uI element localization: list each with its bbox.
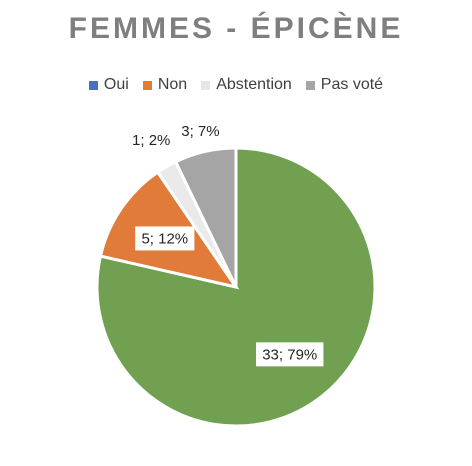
data-label-non: 5; 12% [135, 226, 195, 251]
data-label-text-non: 5; 12% [141, 230, 188, 247]
legend-swatch-pas-vote [305, 80, 315, 90]
data-label-oui: 33; 79% [256, 342, 324, 367]
legend-swatch-non [142, 80, 152, 90]
legend-item-pas-vote: Pas voté [305, 76, 384, 94]
pie-slices [95, 146, 377, 428]
pie-data-labels: 33; 79% 5; 12% 1; 2% 3; 7% [132, 123, 324, 367]
data-label-pas-vote: 3; 7% [181, 123, 219, 140]
legend-swatch-abstention [201, 80, 211, 90]
data-label-text-oui: 33; 79% [262, 346, 317, 363]
legend-label-non: Non [157, 76, 188, 93]
data-label-box-non [135, 226, 195, 251]
legend-item-non: Non [142, 76, 188, 94]
data-label-text-abstention: 1; 2% [132, 132, 170, 149]
pie-slice-pas-vote [173, 146, 238, 288]
chart-legend: Oui Non Abstention Pas voté [0, 76, 472, 94]
legend-swatch-oui [88, 80, 98, 90]
data-label-abstention: 1; 2% [132, 132, 170, 149]
legend-item-abstention: Abstention [201, 76, 292, 94]
legend-label-pas-vote: Pas voté [320, 76, 384, 93]
legend-label-oui: Oui [103, 76, 129, 93]
data-label-text-pas-vote: 3; 7% [181, 123, 219, 140]
legend-item-oui: Oui [88, 76, 129, 94]
legend-label-abstention: Abstention [216, 76, 292, 93]
chart-title: FEMMES - ÉPICÈNE [68, 12, 404, 45]
data-label-box-oui [256, 342, 324, 367]
